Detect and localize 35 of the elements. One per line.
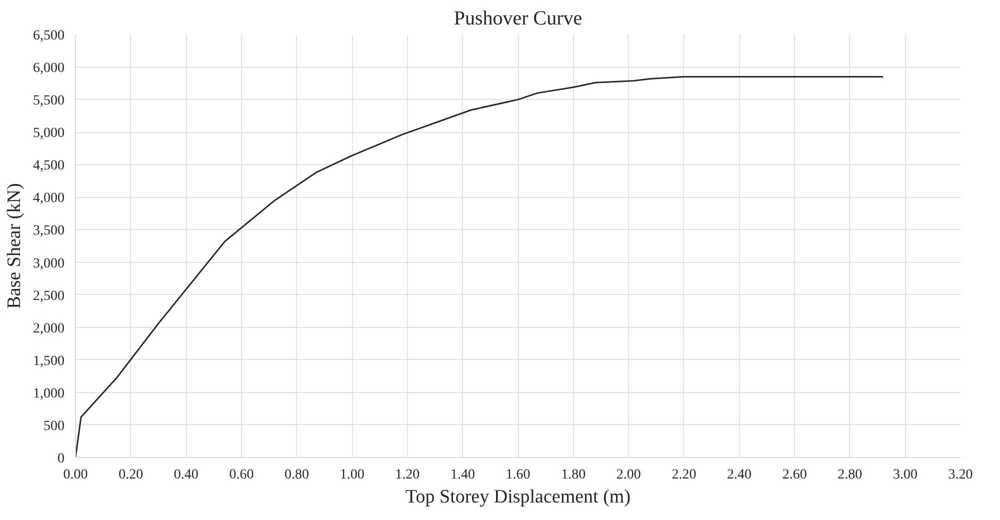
x-tick-label: 0.60 (229, 468, 254, 482)
x-tick-label: 1.00 (340, 468, 364, 482)
y-tick-label: 2,000 (33, 321, 64, 336)
y-tick-label: 4,500 (33, 158, 64, 174)
x-tick-label: 0.20 (118, 468, 144, 482)
x-tick-label: 1.80 (561, 468, 586, 482)
y-tick-label: 2,500 (33, 288, 64, 304)
line-series (76, 76, 884, 458)
x-axis-title: Top Storey Displacement (m) (405, 486, 631, 508)
x-tick-label: 2.40 (727, 468, 752, 482)
y-tick-label: 1,500 (33, 354, 64, 369)
y-tick-label: 3,000 (33, 256, 64, 272)
y-tick-label: 4,000 (33, 191, 64, 206)
x-tick-label: 3.00 (892, 468, 918, 482)
y-tick-label: 6,500 (33, 28, 64, 44)
y-axis-title: Base Shear (kN) (4, 183, 25, 309)
y-tick-label: 6,000 (33, 61, 64, 76)
x-tick-label: 2.20 (672, 468, 696, 482)
x-tick-label: 1.60 (506, 468, 530, 482)
x-tick-label: 1.40 (450, 468, 475, 482)
y-tick-label: 3,500 (33, 224, 64, 239)
x-tick-label: 0.00 (63, 468, 88, 482)
x-tick-label: 0.80 (284, 468, 309, 482)
chart-title: Pushover Curve (454, 8, 582, 30)
y-tick-label: 5,000 (33, 126, 64, 142)
y-tick-label: 1,000 (33, 386, 64, 402)
y-tick-label: 0 (58, 452, 64, 466)
x-tick-label: 2.60 (782, 468, 807, 482)
x-tick-label: 1.20 (395, 468, 420, 482)
x-tick-label: 2.80 (838, 468, 862, 482)
y-tick-label: 5,500 (33, 94, 64, 109)
x-tick-label: 2.00 (616, 468, 641, 482)
x-tick-label: 0.40 (174, 468, 198, 482)
y-tick-label: 500 (44, 418, 64, 434)
x-tick-label: 3.20 (948, 468, 973, 482)
